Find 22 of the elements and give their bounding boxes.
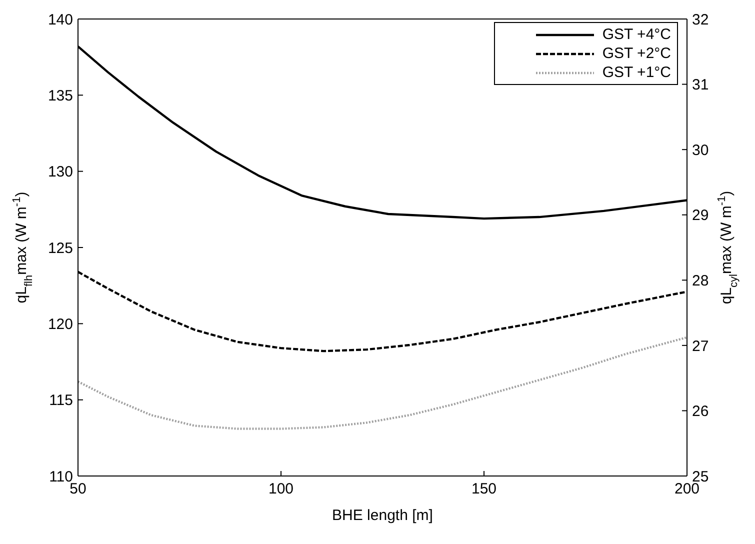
y-tick-label: 125 xyxy=(48,240,73,257)
y-tick-label: 120 xyxy=(48,316,73,333)
legend-label: GST +2°C xyxy=(602,44,671,63)
y2-tick-label: 32 xyxy=(692,11,709,28)
x-tick-label: 200 xyxy=(674,480,700,498)
x-axis-title: BHE length [m] xyxy=(332,507,433,524)
y2-tick-label: 29 xyxy=(692,207,709,224)
x-tick-label: 150 xyxy=(471,480,497,498)
x-tick-label: 100 xyxy=(268,480,294,498)
y-tick-label: 130 xyxy=(48,164,73,181)
y2-tick-label: 26 xyxy=(692,403,709,420)
x-tick-label: 50 xyxy=(70,480,86,498)
y2-tick-label: 30 xyxy=(692,142,709,159)
y-tick-label: 135 xyxy=(48,87,73,104)
y-tick-label: 115 xyxy=(49,392,73,410)
y-tick-label: 140 xyxy=(48,11,73,28)
y2-tick-label: 31 xyxy=(692,76,709,94)
legend-label: GST +1°C xyxy=(602,63,671,82)
y2-tick-label: 27 xyxy=(692,338,709,355)
line-series xyxy=(78,336,687,430)
legend-label: GST +4°C xyxy=(602,25,671,44)
y2-tick-label: 28 xyxy=(692,272,709,290)
